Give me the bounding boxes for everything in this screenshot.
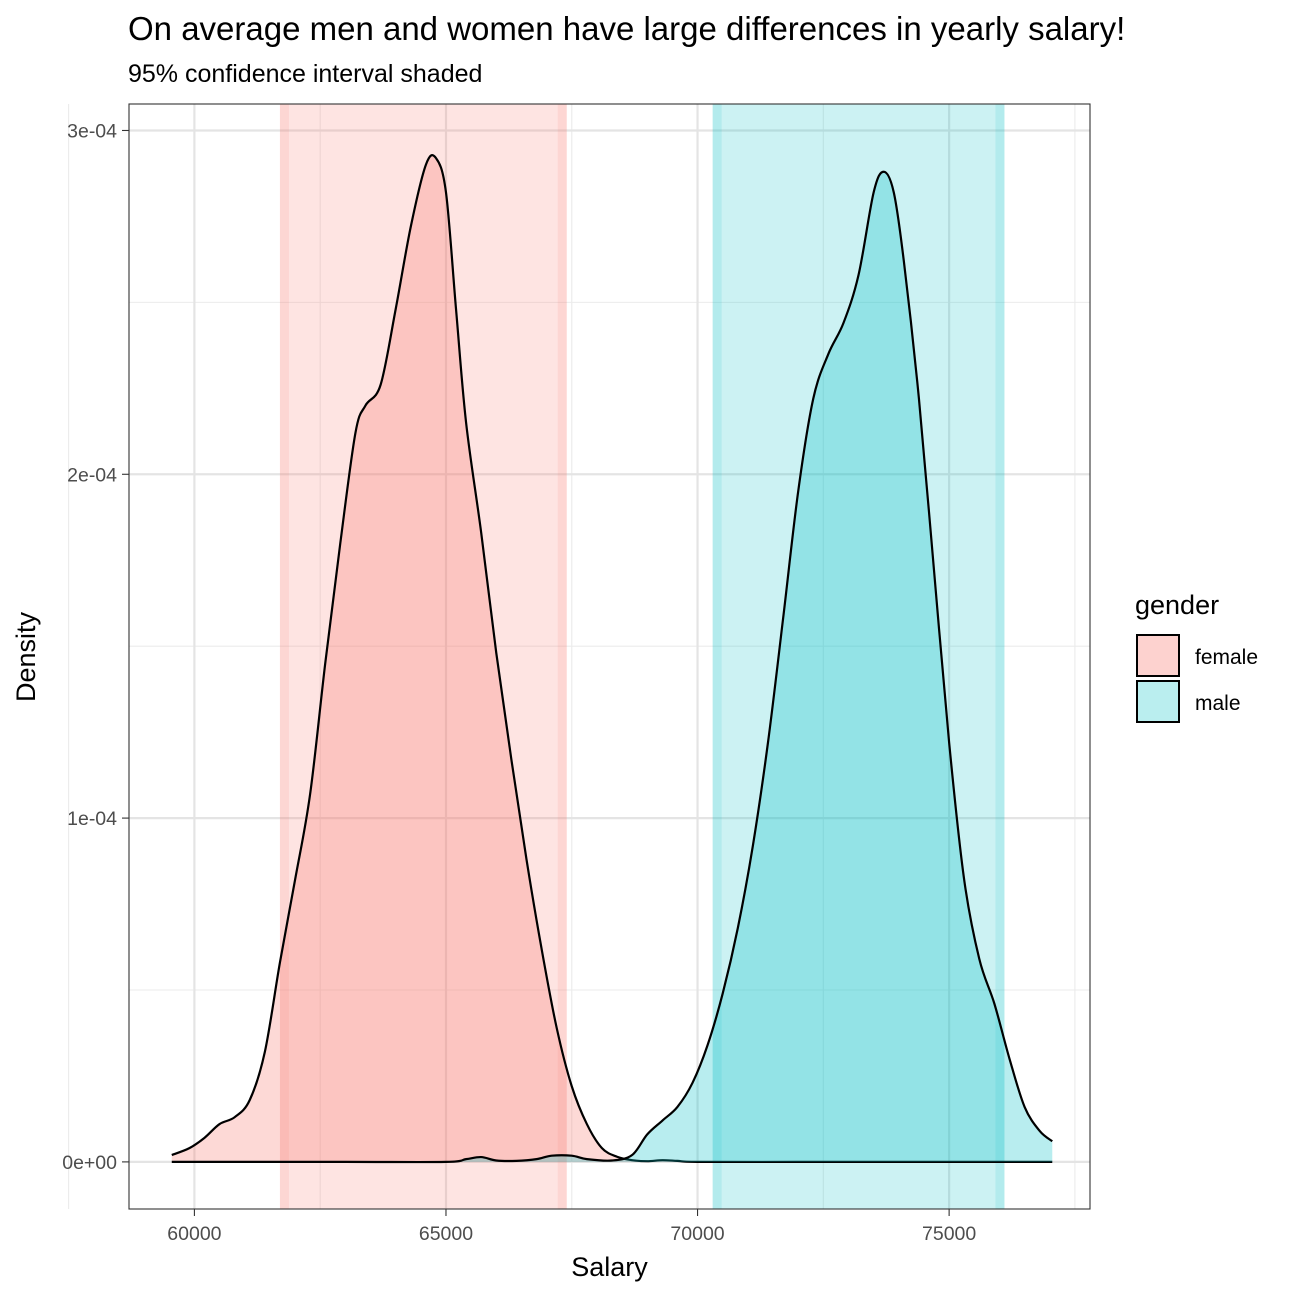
density-line-male bbox=[171, 170, 1053, 1164]
x-tick-label: 60000 bbox=[167, 1223, 221, 1245]
legend-title: gender bbox=[1135, 590, 1219, 620]
y-axis-title: Density bbox=[11, 611, 41, 702]
y-axis: 0e+00 1e-04 2e-04 3e-04 bbox=[62, 120, 129, 1174]
ci-edge-low-male bbox=[712, 104, 722, 1209]
ci-edge-low-female bbox=[279, 104, 289, 1209]
y-tick-label: 1e-04 bbox=[67, 808, 117, 830]
legend-key-female bbox=[1136, 634, 1180, 677]
ci-edge-high-female bbox=[557, 104, 567, 1209]
plot-border bbox=[128, 103, 1091, 1210]
density-line-female bbox=[171, 154, 1053, 1164]
confidence-interval-bands bbox=[279, 104, 1005, 1209]
x-tick-label: 75000 bbox=[922, 1223, 976, 1245]
density-area-male bbox=[171, 171, 1053, 1163]
x-tick-label: 70000 bbox=[670, 1223, 724, 1245]
density-area-female bbox=[171, 155, 1053, 1162]
legend: gender female male bbox=[1135, 590, 1258, 723]
plot-background bbox=[129, 104, 1090, 1209]
y-tick-label: 3e-04 bbox=[67, 120, 117, 142]
chart-subtitle: 95% confidence interval shaded bbox=[128, 60, 482, 88]
x-axis-title: Salary bbox=[571, 1252, 648, 1282]
minor-gridlines bbox=[68, 104, 1090, 1209]
x-axis: 60000 65000 70000 75000 bbox=[167, 1209, 976, 1245]
legend-label-male: male bbox=[1195, 692, 1241, 715]
x-tick-label: 65000 bbox=[419, 1223, 473, 1245]
y-tick-label: 2e-04 bbox=[67, 464, 117, 486]
legend-label-female: female bbox=[1195, 646, 1258, 669]
density-curves bbox=[171, 154, 1053, 1164]
ci-edge-high-male bbox=[995, 104, 1005, 1209]
legend-key-male bbox=[1136, 680, 1180, 723]
ci-band-female bbox=[279, 104, 567, 1209]
y-tick-label: 0e+00 bbox=[62, 1152, 117, 1174]
chart-title: On average men and women have large diff… bbox=[128, 10, 1125, 47]
major-gridlines bbox=[129, 104, 1090, 1209]
ci-band-male bbox=[712, 104, 1005, 1209]
